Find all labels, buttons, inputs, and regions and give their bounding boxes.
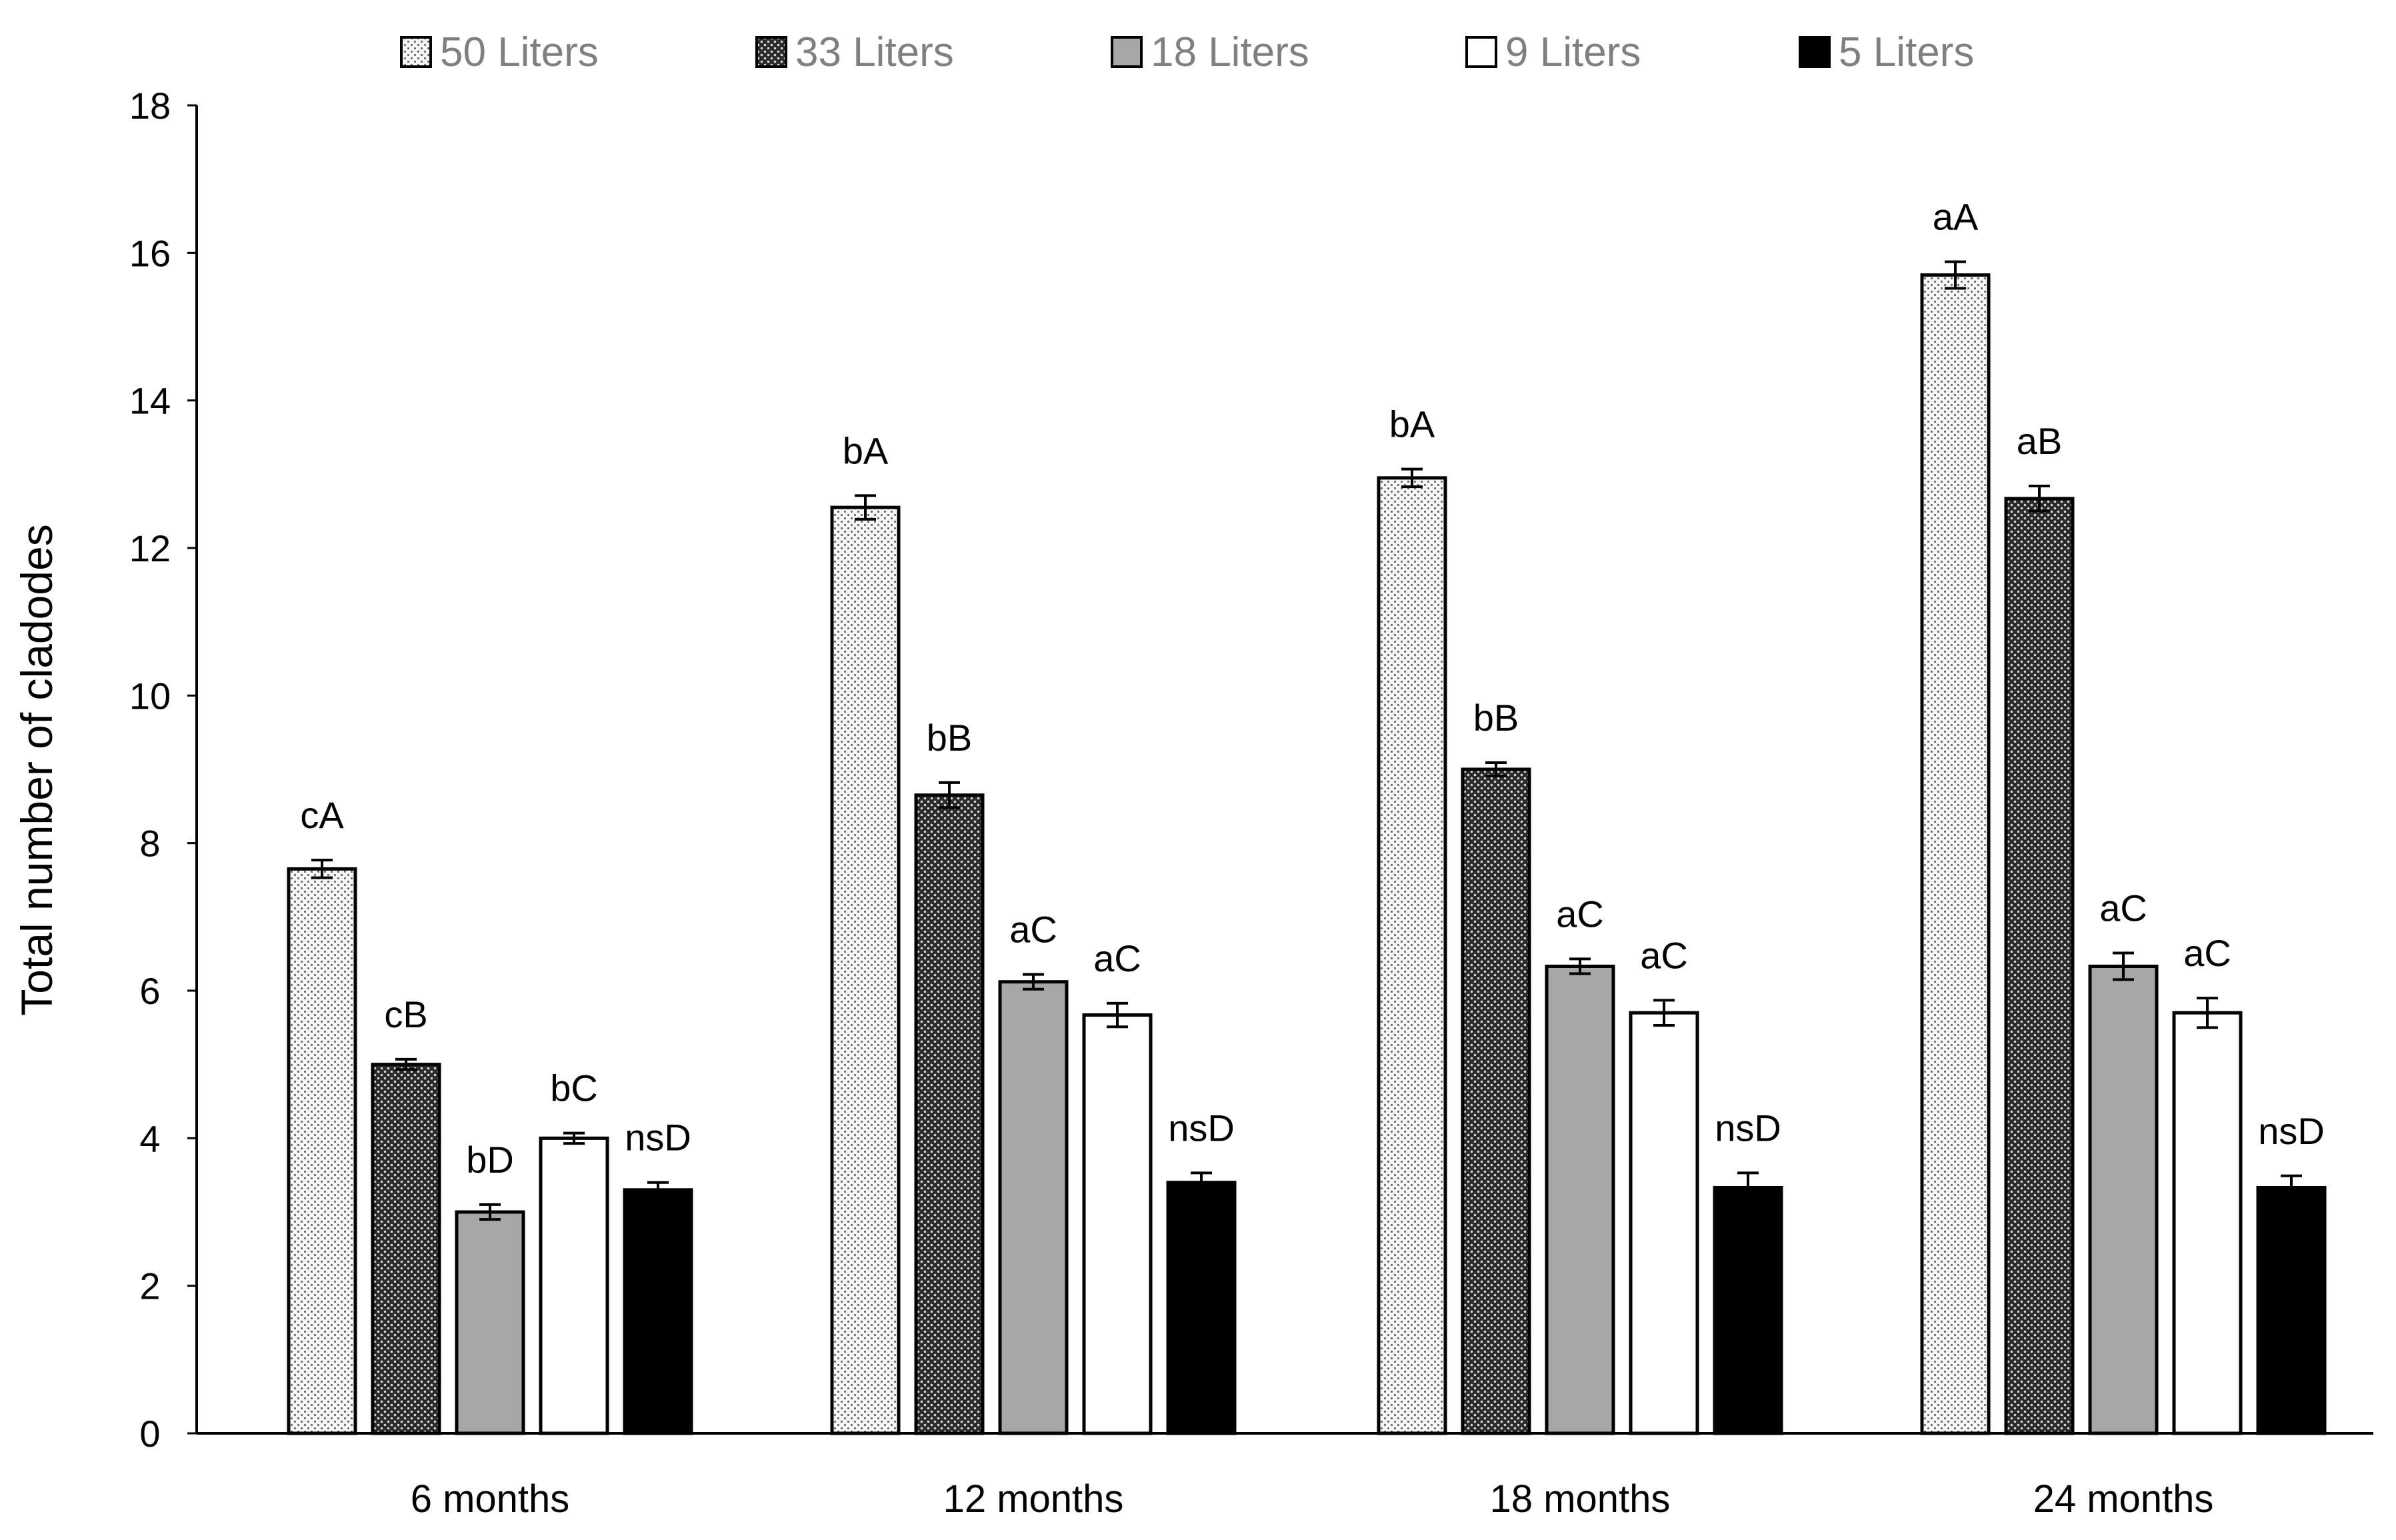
bar [2172,1011,2243,1435]
significance-label: nsD [625,1117,691,1159]
y-tick-label: 18 [129,85,171,127]
bar [1713,1185,1783,1435]
legend-label: 18 Liters [1151,29,1309,75]
legend-label: 50 Liters [440,29,599,75]
legend: 50 Liters 33 Liters 18 Liters 9 Liters 5 Lit… [400,29,1974,75]
bar [1545,964,1615,1435]
significance-label: aC [2099,887,2147,929]
bars [287,273,2327,1435]
bar [1082,1013,1153,1435]
bar [830,505,901,1435]
significance-label: bD [466,1139,514,1181]
y-tick-label: 14 [129,380,171,422]
bar [2256,1185,2327,1435]
legend-swatch [1799,36,1831,68]
bar [455,1210,525,1435]
bar [1166,1181,1237,1435]
significance-label: aB [2017,420,2063,462]
bar [1920,273,1991,1435]
significance-label: nsD [1168,1107,1235,1149]
significance-label: bA [1389,403,1435,445]
legend-label: 33 Liters [795,29,954,75]
significance-label: bA [843,429,889,471]
y-tick-label: 10 [129,675,171,717]
bar [2088,964,2159,1435]
significance-label: nsD [1715,1107,1781,1149]
x-category-label: 18 months [1490,1477,1671,1521]
y-tick-label: 0 [139,1413,160,1455]
error-bars [311,260,2302,1221]
significance-label: bC [550,1067,598,1109]
x-axis: 6 months 12 months 18 months 24 months [197,1432,2373,1521]
significance-label: aC [1640,934,1688,976]
y-tick-label: 6 [139,970,160,1012]
bar [371,1063,441,1435]
x-category-label: 24 months [2033,1477,2214,1521]
bar [2004,497,2075,1435]
significance-label: cB [384,993,427,1035]
bar [1461,767,1531,1435]
significance-label: cA [300,794,344,836]
y-axis: 0 2 4 6 8 10 12 14 16 18 [129,85,198,1455]
significance-label: aA [1933,196,1979,238]
legend-swatch [1465,36,1497,68]
bar [287,867,357,1435]
bar [623,1188,693,1435]
x-category-label: 6 months [411,1477,570,1521]
significance-label: nsD [2258,1110,2325,1152]
significance-label: aC [1093,937,1141,979]
significance-label: aC [1556,893,1604,935]
significance-labels: cA bA bA aA cB bB bB aB bD aC aC aC bC aC aC aC nsD nsD ns… [300,196,2324,1181]
bar [998,980,1069,1435]
bar [1629,1011,1699,1435]
bar [1377,476,1447,1435]
legend-label: 5 Liters [1839,29,1974,75]
significance-label: bB [927,717,973,759]
y-tick-label: 8 [139,823,160,865]
significance-label: aC [2183,932,2231,974]
legend-swatch [1111,36,1143,68]
y-tick-label: 4 [139,1117,160,1159]
x-category-label: 12 months [943,1477,1124,1521]
legend-swatch [755,36,787,68]
bar [539,1136,609,1435]
legend-swatch [400,36,432,68]
significance-label: aC [1009,909,1057,951]
significance-label: bB [1473,697,1519,739]
bar [914,793,985,1435]
y-tick-label: 2 [139,1265,160,1307]
y-tick-label: 12 [129,527,171,569]
y-tick-label: 16 [129,232,171,274]
y-axis-title: Total number of cladodes [12,524,61,1015]
legend-label: 9 Liters [1505,29,1641,75]
